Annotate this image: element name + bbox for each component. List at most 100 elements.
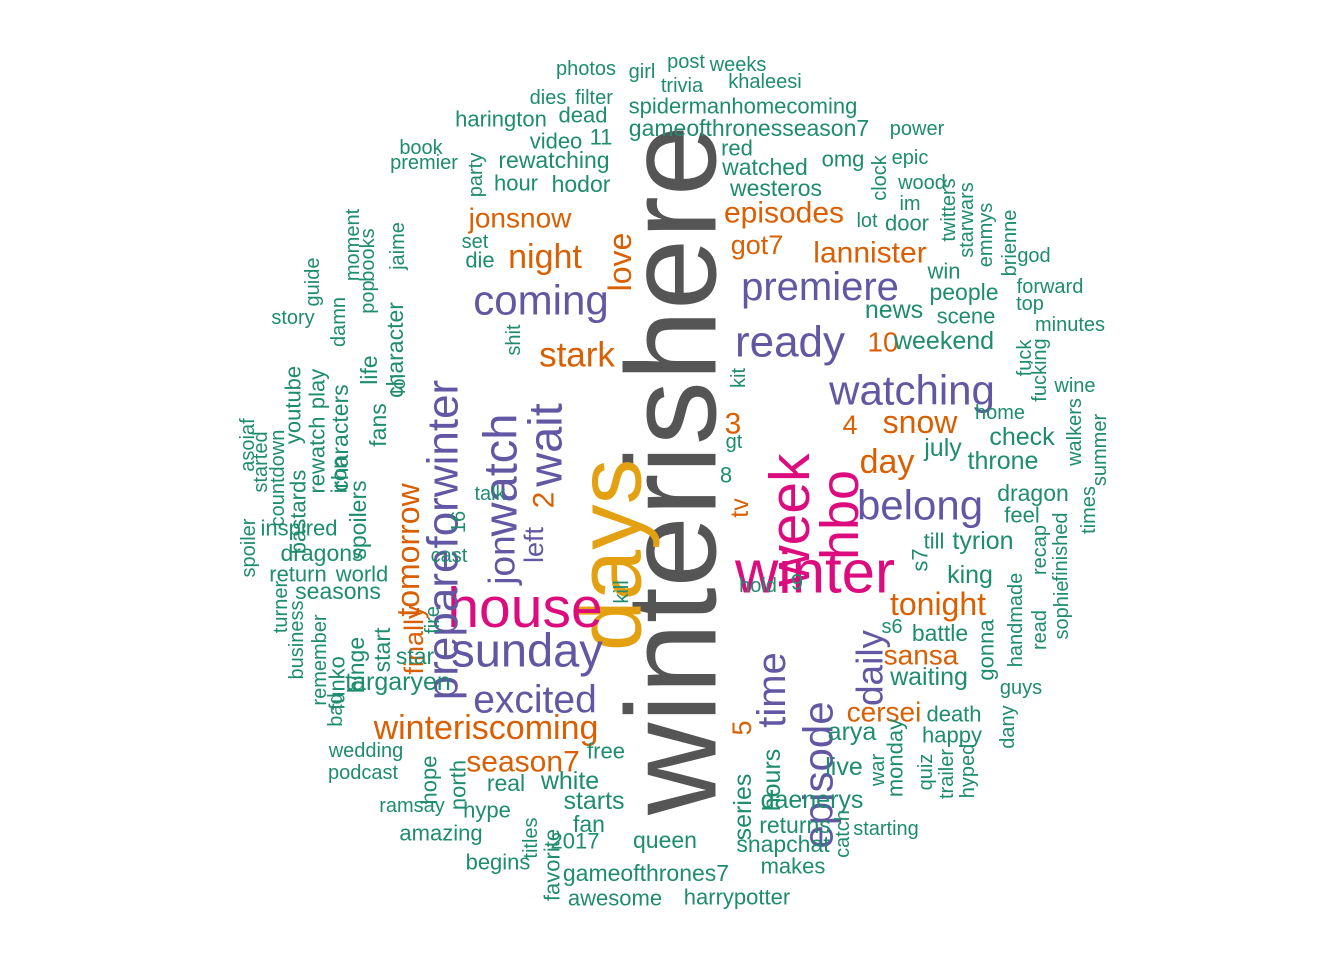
word-102: started [250, 431, 272, 492]
word-44: weekend [893, 327, 994, 355]
word-39: 5 [727, 720, 757, 735]
word-191: cast [431, 545, 468, 567]
word-130: khaleesi [728, 71, 801, 93]
word-46: throne [968, 447, 1039, 475]
word-29: 2 [528, 492, 561, 509]
word-84: binge [343, 637, 369, 693]
word-43: news [865, 296, 923, 324]
word-26: tonight [890, 586, 986, 622]
word-114: premier [390, 152, 458, 174]
word-34: cersei [847, 697, 922, 728]
word-49: tyrion [952, 527, 1013, 555]
word-125: photos [556, 58, 616, 80]
word-37: got7 [731, 230, 784, 260]
word-59: returns [759, 812, 831, 838]
word-135: westeros [729, 175, 822, 201]
word-159: walkers [1064, 398, 1086, 467]
word-97: rewatch [305, 416, 330, 493]
word-10: ready [735, 318, 845, 367]
word-9: prepareforwinter [419, 380, 468, 700]
word-53: arya [828, 718, 877, 746]
word-35: sansa [884, 640, 959, 671]
word-111: jaime [387, 222, 409, 271]
word-28: season7 [466, 746, 579, 779]
word-199: bad [325, 693, 347, 726]
word-13: coming [473, 277, 608, 324]
word-147: brienne [999, 210, 1021, 277]
word-96: iron [327, 457, 352, 494]
word-163: finished [1050, 513, 1072, 582]
word-32: episodes [724, 197, 844, 230]
word-134: watched [721, 154, 808, 180]
word-132: gameofthronesseason7 [629, 115, 869, 141]
word-12: belong [857, 482, 983, 529]
word-61: starts [563, 787, 624, 815]
word-197: business [286, 601, 308, 680]
word-70: 2017 [551, 829, 600, 854]
word-87: dragons [280, 540, 363, 566]
word-112: lol [388, 374, 410, 394]
word-90: inspired [260, 516, 337, 541]
word-17: excited [473, 679, 597, 722]
word-178: catch [832, 810, 854, 858]
word-79: podcast [328, 762, 398, 784]
word-38: finally [399, 605, 429, 675]
word-165: sophie [1051, 581, 1073, 640]
word-169: gonna [974, 619, 999, 681]
word-131: spidermanhomecoming [629, 94, 858, 119]
word-78: free [587, 739, 625, 764]
word-67: harrypotter [684, 885, 790, 910]
word-95: characters [327, 384, 353, 491]
word-142: lot [856, 210, 878, 232]
word-143: door [885, 211, 929, 236]
word-25: snow [883, 404, 959, 440]
word-117: hodor [552, 171, 611, 197]
word-86: seasons [295, 578, 381, 604]
word-127: post [667, 51, 705, 73]
word-140: wood [897, 172, 946, 194]
word-177: war [867, 754, 889, 788]
word-124: dead [559, 103, 608, 128]
word-194: die [465, 248, 494, 273]
word-105: story [271, 307, 314, 329]
word-164: recap [1029, 525, 1051, 575]
word-188: shit [503, 324, 525, 356]
word-103: asoiaf [237, 418, 259, 472]
word-11: watching [828, 367, 995, 414]
word-116: hour [494, 171, 538, 196]
word-144: twitters [938, 178, 960, 241]
word-42: left [519, 526, 549, 563]
word-62: real [487, 770, 525, 796]
word-30: 3 [725, 408, 742, 441]
word-109: pop [357, 280, 379, 313]
word-5: hbo [810, 470, 870, 560]
word-184: 9 [791, 570, 803, 595]
word-173: hyped [957, 744, 979, 799]
word-195: set [462, 231, 489, 253]
word-31: lannister [813, 237, 926, 270]
word-156: fucking [1029, 338, 1051, 401]
word-107: damn [328, 297, 350, 347]
word-170: dany [997, 705, 1019, 748]
word-41: tv [726, 498, 754, 518]
word-52: waiting [889, 663, 968, 691]
word-186: gt [726, 431, 743, 453]
word-45: check [989, 423, 1055, 451]
word-157: wine [1053, 375, 1095, 397]
word-15: time [750, 652, 794, 728]
word-94: character [382, 302, 408, 398]
word-106: guide [302, 258, 324, 307]
word-190: 16 [448, 511, 470, 533]
word-60: white [540, 767, 599, 795]
word-1: days [560, 459, 661, 651]
word-73: hype [463, 798, 511, 823]
word-0: winterishere [601, 125, 744, 816]
word-189: talk [474, 483, 506, 505]
word-66: awesome [568, 886, 662, 911]
word-120: 11 [590, 125, 613, 150]
word-58: snapchat [736, 831, 830, 857]
word-129: trivia [661, 75, 704, 97]
word-185: 8 [720, 463, 732, 488]
word-138: epic [892, 147, 929, 169]
word-141: im [899, 193, 920, 215]
